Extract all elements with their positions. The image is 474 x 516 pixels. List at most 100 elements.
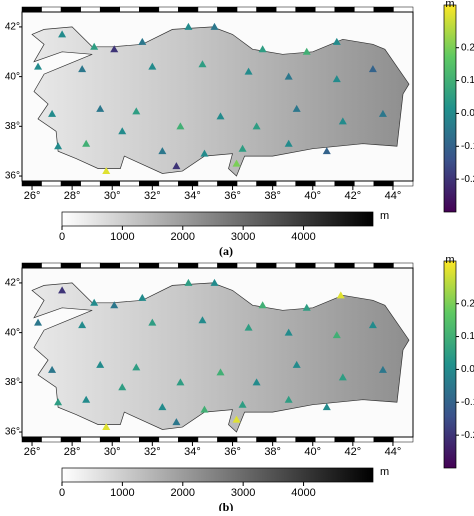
station [378, 365, 387, 373]
station [58, 286, 67, 294]
station [332, 331, 341, 339]
station [184, 278, 193, 286]
frame-segment [158, 436, 179, 443]
frame-segment [41, 262, 62, 269]
frame-segment [334, 436, 355, 443]
x-tick-label: 36° [224, 190, 241, 202]
elevation-tick-label: 3000 [231, 487, 255, 499]
frame-segment [236, 180, 257, 187]
station [198, 60, 207, 68]
y-tick-label: 40° [5, 71, 20, 82]
frame-segment [393, 262, 414, 269]
x-tick-label: 40° [304, 190, 321, 202]
elevation-unit: m [380, 210, 389, 222]
station [200, 149, 209, 157]
station [252, 122, 261, 130]
frame-segment [139, 6, 160, 13]
x-tick-label: 26° [24, 446, 41, 458]
station [96, 360, 105, 368]
frame-segment [275, 180, 296, 187]
x-tick-label: 34° [184, 446, 201, 458]
x-tick-label: 28° [64, 190, 81, 202]
station [176, 122, 185, 130]
station [232, 415, 241, 423]
station [258, 45, 267, 53]
frame-segment [41, 436, 62, 443]
station [34, 318, 43, 326]
station [232, 159, 241, 167]
station [210, 278, 219, 286]
station [102, 423, 111, 431]
y-tick-label: 40° [5, 327, 20, 338]
x-tick-label: 26° [24, 190, 41, 202]
frame-segment [119, 262, 140, 269]
station [332, 37, 341, 45]
station [238, 144, 247, 152]
frame-segment [80, 436, 101, 443]
station [132, 107, 141, 115]
frame-segment [393, 6, 414, 13]
x-tick-label: 36° [224, 446, 241, 458]
station [332, 75, 341, 83]
frame-segment [256, 180, 277, 187]
y-tick-label: 42° [5, 278, 20, 289]
station [338, 373, 347, 381]
x-tick-label: 42° [345, 190, 362, 202]
elevation-tick-label: 0 [59, 487, 65, 499]
frame-segment [217, 436, 238, 443]
station [368, 321, 377, 329]
frame-segment [197, 180, 218, 187]
station [102, 167, 111, 175]
colorbar-unit: m [445, 0, 454, 10]
station [378, 109, 387, 117]
station [284, 139, 293, 147]
station [302, 47, 311, 55]
value-colorbar [443, 4, 457, 213]
station [200, 405, 209, 413]
panel-label: (b) [219, 500, 234, 511]
station [90, 298, 99, 306]
station [172, 418, 181, 426]
frame-segment [99, 436, 120, 443]
colorbar-tick-label: 0.2 [461, 298, 474, 309]
frame-segment [60, 262, 81, 269]
frame-segment [256, 262, 277, 269]
station [284, 328, 293, 336]
station [96, 104, 105, 112]
y-tick-label: 38° [5, 121, 20, 132]
x-tick-label: 44° [385, 446, 402, 458]
station [244, 67, 253, 75]
x-tick-label: 32° [144, 446, 161, 458]
y-tick-label: 36° [5, 427, 20, 438]
station [48, 109, 57, 117]
frame-segment [373, 180, 394, 187]
frame-segment [256, 6, 277, 13]
station [338, 117, 347, 125]
x-tick-label: 30° [104, 446, 121, 458]
station [198, 316, 207, 324]
station [244, 323, 253, 331]
y-tick-label: 42° [5, 22, 20, 33]
frame-segment [295, 6, 316, 13]
frame-segment [334, 6, 355, 13]
elevation-tick-label: 0 [59, 231, 65, 243]
x-tick-label: 42° [345, 446, 362, 458]
frame-segment [60, 436, 81, 443]
frame-segment [373, 6, 394, 13]
frame-segment [139, 436, 160, 443]
frame-segment [41, 6, 62, 13]
station [34, 62, 43, 70]
frame-segment [373, 262, 394, 269]
station [132, 363, 141, 371]
frame-segment [60, 180, 81, 187]
frame-segment [217, 262, 238, 269]
frame-segment [315, 6, 336, 13]
frame-segment [315, 262, 336, 269]
station [110, 45, 119, 53]
frame-segment [217, 180, 238, 187]
x-tick-label: 30° [104, 190, 121, 202]
frame-segment [275, 262, 296, 269]
map-frame [21, 11, 414, 182]
elevation-tick-label: 2000 [171, 487, 195, 499]
